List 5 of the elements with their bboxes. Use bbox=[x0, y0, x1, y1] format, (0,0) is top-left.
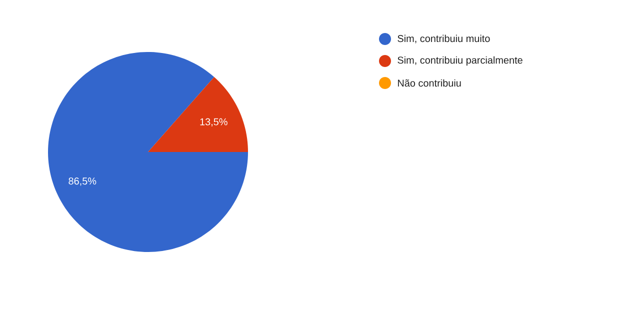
legend-label: Não contribuiu bbox=[398, 79, 461, 87]
data-label: 13,5% bbox=[200, 118, 228, 126]
legend-label: Sim, contribuiu parcialmente bbox=[398, 56, 522, 66]
data-label: 86,5% bbox=[68, 178, 96, 186]
legend-label: Sim, contribuiu muito bbox=[398, 34, 490, 44]
